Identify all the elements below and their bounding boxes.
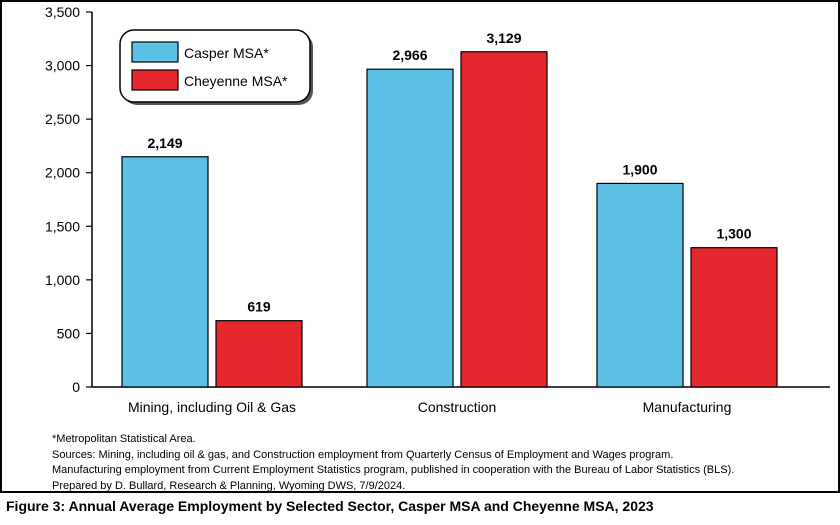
y-tick-label: 3,500 [45, 4, 80, 20]
note-sources: Sources: Mining, including oil & gas, an… [52, 448, 674, 461]
x-category-label: Mining, including Oil & Gas [128, 399, 296, 415]
data-label: 3,129 [486, 30, 521, 46]
x-category-label: Construction [418, 399, 497, 415]
legend-label-casper: Casper MSA* [184, 45, 269, 61]
legend-label-cheyenne: Cheyenne MSA* [184, 73, 288, 89]
bar-casper [366, 68, 454, 388]
note-msa: *Metropolitan Statistical Area. [52, 433, 196, 445]
data-label: 1,900 [622, 161, 657, 177]
y-tick-label: 2,000 [45, 165, 80, 181]
x-category-label: Manufacturing [643, 399, 732, 415]
y-tick-label: 500 [57, 325, 81, 341]
y-tick-label: 1,000 [45, 272, 80, 288]
bar-cheyenne [460, 51, 548, 388]
bar-casper [121, 156, 209, 388]
data-label: 619 [247, 299, 271, 315]
bar-cheyenne [215, 320, 303, 388]
chart-notes: *Metropolitan Statistical Area. Sources:… [52, 432, 832, 494]
note-prepared-by: Prepared by D. Bullard, Research & Plann… [52, 479, 406, 492]
y-tick-label: 2,500 [45, 111, 80, 127]
figure-frame: 0 500 1,000 1,500 2,000 2,500 3,000 3,500 2,149 6… [0, 0, 840, 493]
data-label: 2,966 [392, 47, 427, 63]
y-tick-label: 0 [72, 379, 80, 395]
data-label: 2,149 [147, 135, 182, 151]
legend-swatch-cheyenne [131, 69, 179, 91]
bar-cheyenne [690, 247, 778, 388]
legend-swatch-casper [131, 41, 179, 63]
y-tick-label: 3,000 [45, 58, 80, 74]
bar-chart: 0 500 1,000 1,500 2,000 2,500 3,000 3,500 2,149 6… [45, 4, 830, 415]
y-tick-label: 1,500 [45, 218, 80, 234]
figure-caption: Figure 3: Annual Average Employment by S… [6, 498, 654, 514]
bar-casper [596, 182, 684, 388]
data-label: 1,300 [716, 226, 751, 242]
note-manufacturing: Manufacturing employment from Current Em… [52, 464, 735, 476]
legend-box [119, 29, 311, 103]
